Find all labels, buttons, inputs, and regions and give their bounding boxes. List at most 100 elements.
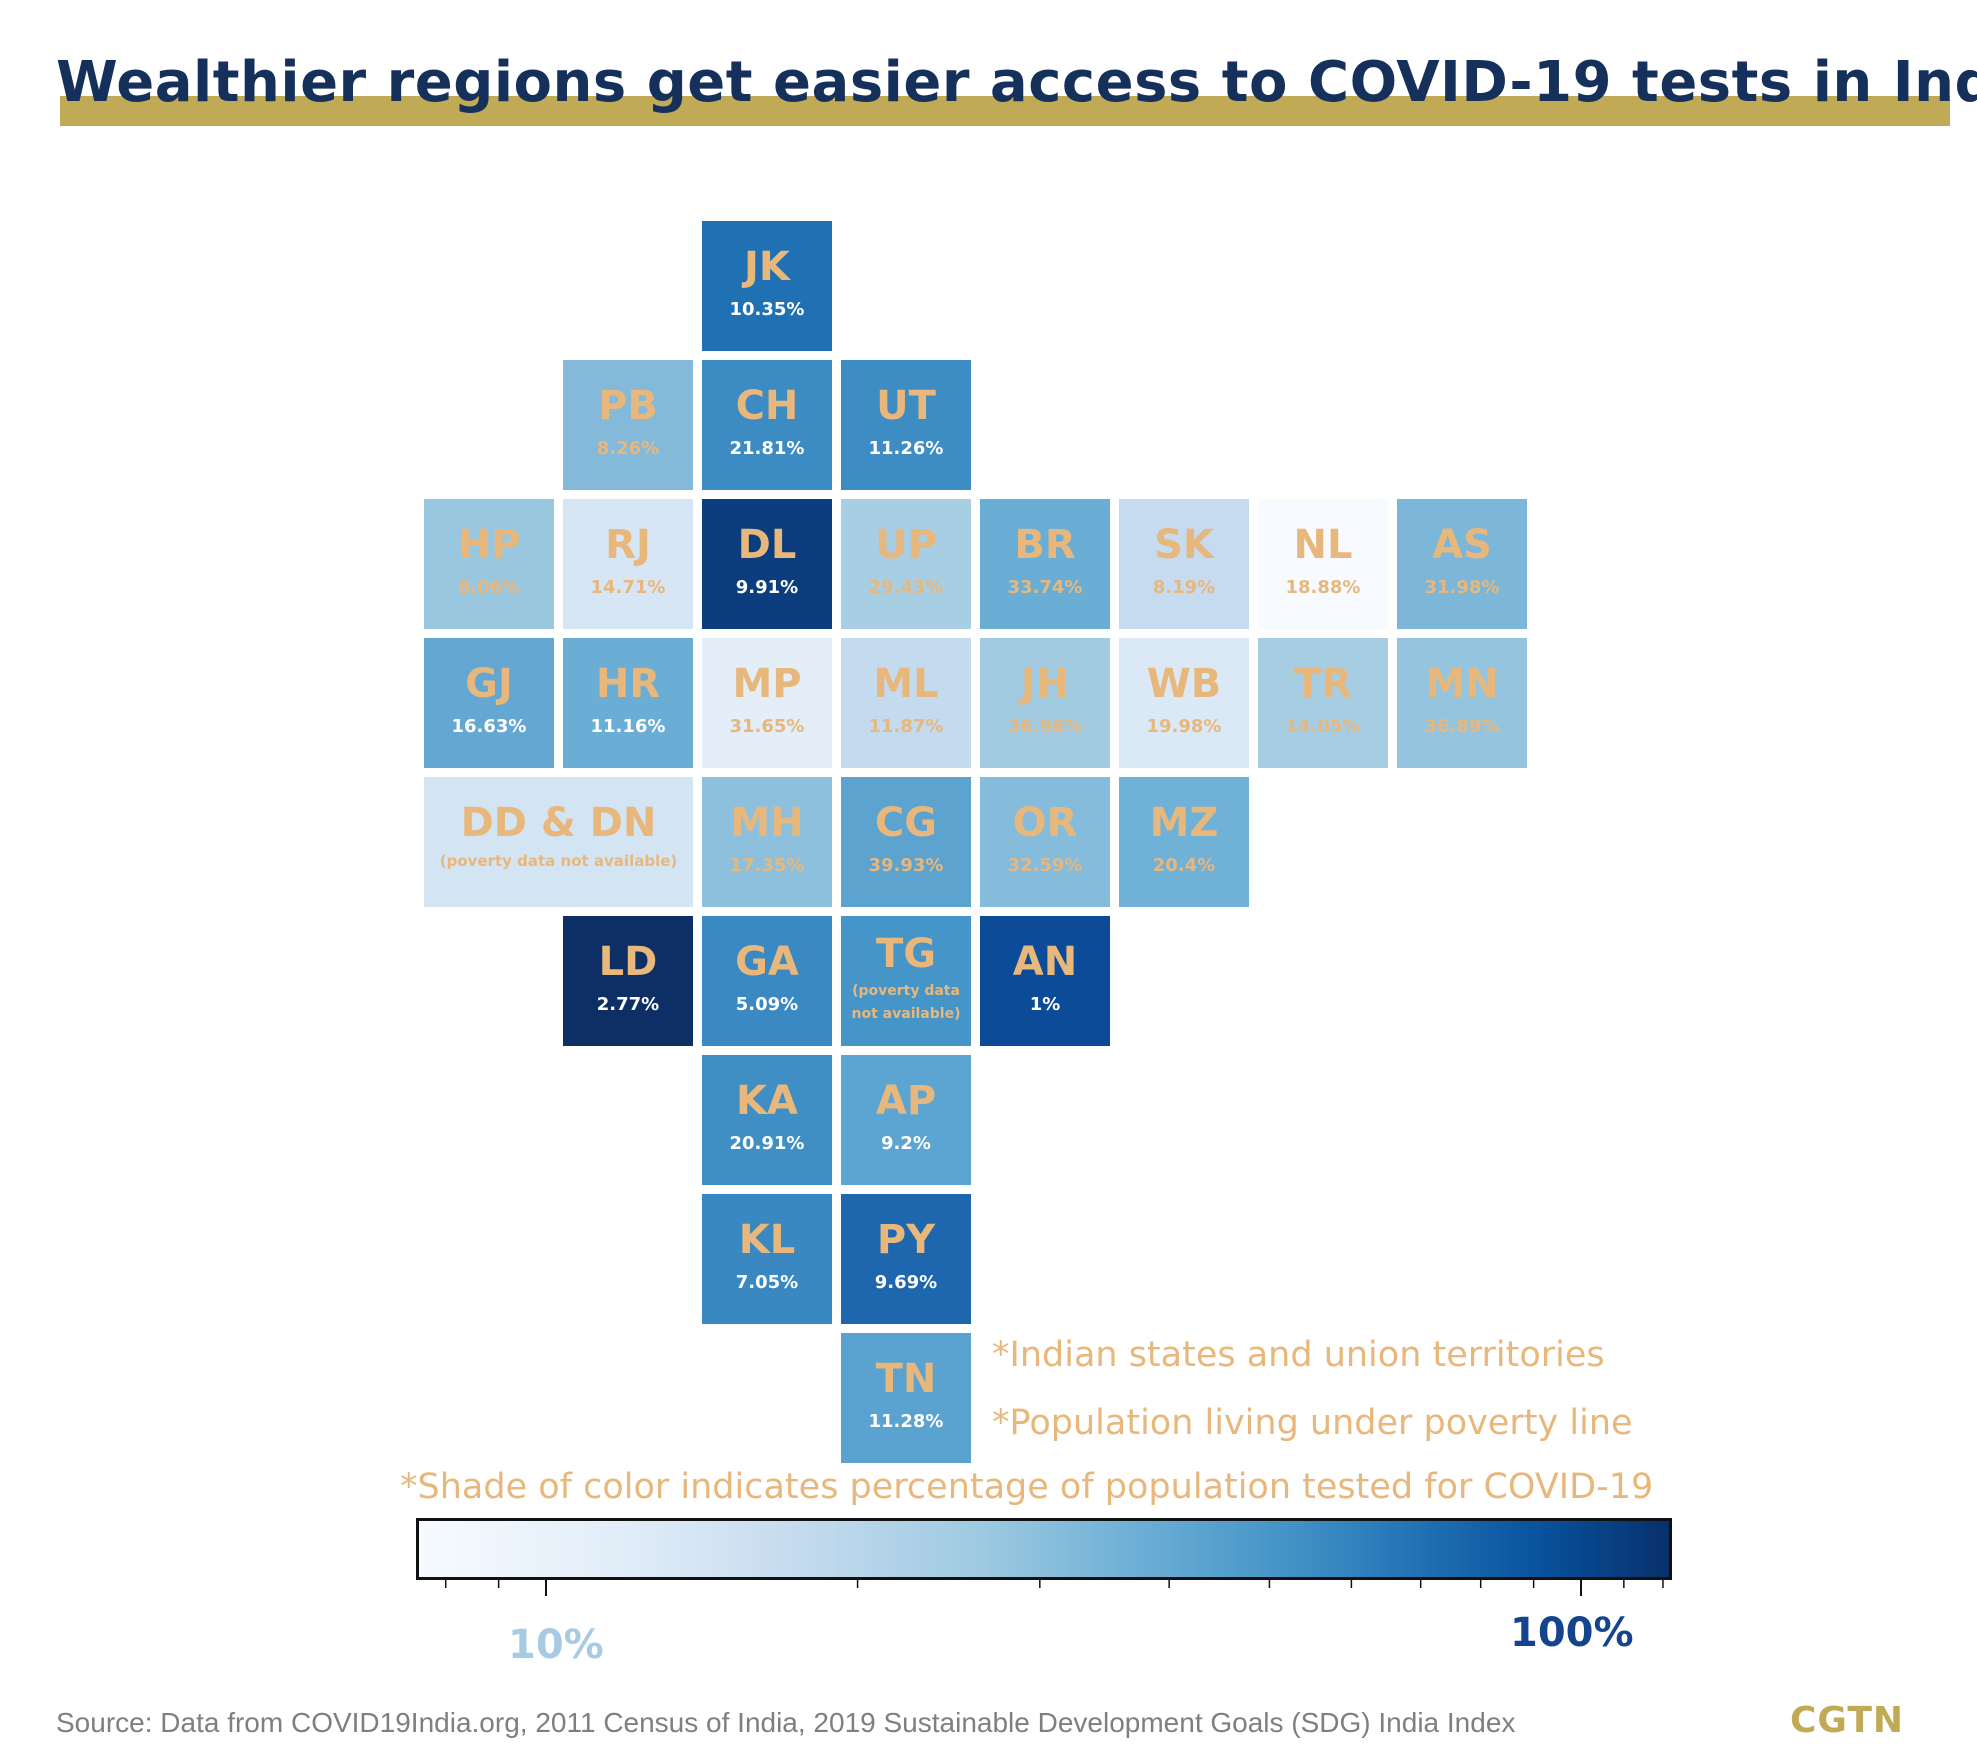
tile-tn: TN 11.28% (841, 1333, 971, 1463)
tile-label: MP (732, 661, 802, 707)
tile-label: AP (875, 1078, 937, 1124)
tile-value: 9.2% (881, 1133, 931, 1154)
tile-hp: HP 8.06% (424, 499, 554, 629)
tile-label: CH (735, 383, 799, 429)
colorbar (416, 1518, 1672, 1580)
tile-mp: MP 31.65% (702, 638, 832, 768)
tile-value: 11.16% (590, 716, 666, 737)
tile-label: TG (875, 931, 937, 977)
tile-as: AS 31.98% (1397, 499, 1527, 629)
tile-value: 10.35% (729, 299, 805, 320)
tile-dd-dn: DD & DN (poverty data not available) (424, 777, 693, 907)
tile-label: BR (1014, 522, 1076, 568)
tile-up: UP 29.43% (841, 499, 971, 629)
tile-value: 11.26% (868, 438, 944, 459)
tile-label: PB (598, 383, 658, 429)
tile-value: 9.69% (874, 1272, 938, 1293)
tile-label: HP (457, 522, 521, 568)
tile-value: 19.98% (1146, 716, 1222, 737)
tile-label: OR (1012, 800, 1078, 846)
tile-label: TN (875, 1356, 937, 1402)
tile-value: 7.05% (735, 1272, 799, 1293)
tile-value: 1% (1029, 994, 1061, 1015)
tile-nl: NL 18.88% (1258, 499, 1388, 629)
tile-label: WB (1146, 661, 1222, 707)
tile-wb: WB 19.98% (1119, 638, 1249, 768)
tile-dl: DL 9.91% (702, 499, 832, 629)
tile-kl: KL 7.05% (702, 1194, 832, 1324)
tile-mz: MZ 20.4% (1119, 777, 1249, 907)
tile-ld: LD 2.77% (563, 916, 693, 1046)
tile-value: 39.93% (868, 855, 944, 876)
tile-value: 20.91% (729, 1133, 805, 1154)
tile-value: 20.4% (1152, 855, 1216, 876)
tile-label: DL (737, 522, 797, 568)
title-underline (60, 96, 1950, 126)
tile-value: 32.59% (1007, 855, 1083, 876)
note-poverty: *Population living under poverty line (992, 1403, 1633, 1443)
tile-ga: GA 5.09% (702, 916, 832, 1046)
note-shade: *Shade of color indicates percentage of … (400, 1467, 1654, 1507)
tile-label: JK (744, 244, 790, 290)
cgtn-logo: CGTN (1790, 1700, 1905, 1741)
tile-label: JH (1020, 661, 1070, 707)
tile-value: 8.19% (1152, 577, 1216, 598)
tile-label: CG (874, 800, 938, 846)
tile-label: MH (730, 800, 804, 846)
tile-tr: TR 14.05% (1258, 638, 1388, 768)
tile-value: 31.98% (1424, 577, 1500, 598)
tile-value: 29.43% (868, 577, 944, 598)
tile-label: DD & DN (460, 800, 657, 846)
tile-value: 8.26% (596, 438, 660, 459)
tile-value: 31.65% (729, 716, 805, 737)
colorbar-max-label: 100% (1510, 1610, 1634, 1656)
tile-label: TR (1293, 661, 1353, 707)
tile-value: 17.35% (729, 855, 805, 876)
tile-mh: MH 17.35% (702, 777, 832, 907)
tile-mn: MN 36.89% (1397, 638, 1527, 768)
tile-tg: TG (poverty data not available) (841, 916, 971, 1046)
tile-jh: JH 36.96% (980, 638, 1110, 768)
colorbar-min-label: 10% (508, 1622, 604, 1668)
tile-label: AN (1012, 939, 1078, 985)
tile-label: KL (738, 1217, 796, 1263)
tile-jk: JK 10.35% (702, 221, 832, 351)
tile-rj: RJ 14.71% (563, 499, 693, 629)
tile-label: UT (876, 383, 936, 429)
chart-title: Wealthier regions get easier access to C… (56, 50, 1977, 115)
source-note: Source: Data from COVID19India.org, 2011… (56, 1707, 1516, 1738)
tile-label: GA (735, 939, 799, 985)
tile-ut: UT 11.26% (841, 360, 971, 490)
tile-label: KA (736, 1078, 798, 1124)
tile-or: OR 32.59% (980, 777, 1110, 907)
tile-ap: AP 9.2% (841, 1055, 971, 1185)
tile-value: 14.71% (590, 577, 666, 598)
note-states: *Indian states and union territories (992, 1335, 1605, 1375)
tile-cg: CG 39.93% (841, 777, 971, 907)
tile-gj: GJ 16.63% (424, 638, 554, 768)
tile-label: AS (1432, 522, 1492, 568)
tile-value: 11.87% (868, 716, 944, 737)
tile-label: HR (595, 661, 661, 707)
tile-label: SK (1154, 522, 1214, 568)
tile-label: UP (875, 522, 937, 568)
tile-ml: ML 11.87% (841, 638, 971, 768)
tile-value: 8.06% (457, 577, 521, 598)
tile-label: GJ (465, 661, 513, 707)
tile-py: PY 9.69% (841, 1194, 971, 1324)
tile-value: 36.96% (1007, 716, 1083, 737)
tile-ch: CH 21.81% (702, 360, 832, 490)
tile-an: AN 1% (980, 916, 1110, 1046)
tile-br: BR 33.74% (980, 499, 1110, 629)
tile-label: ML (873, 661, 939, 707)
tile-value: (poverty data not available) (439, 852, 678, 870)
tile-label: PY (876, 1217, 936, 1263)
tile-value: 11.28% (868, 1411, 944, 1432)
tile-label: NL (1293, 522, 1353, 568)
tile-pb: PB 8.26% (563, 360, 693, 490)
tile-sk: SK 8.19% (1119, 499, 1249, 629)
tile-value: 16.63% (451, 716, 527, 737)
tile-label: MZ (1149, 800, 1219, 846)
tile-value: (poverty data not available) (851, 983, 961, 1022)
